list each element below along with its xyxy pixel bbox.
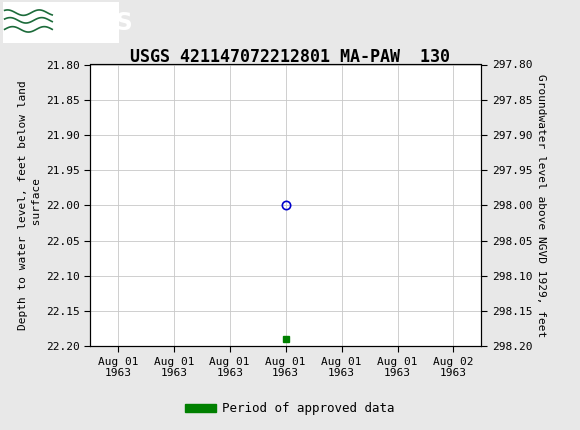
- Text: USGS 421147072212801 MA-PAW  130: USGS 421147072212801 MA-PAW 130: [130, 48, 450, 66]
- Text: USGS: USGS: [61, 11, 133, 34]
- Bar: [3, 2, 119, 43]
- Y-axis label: Groundwater level above NGVD 1929, feet: Groundwater level above NGVD 1929, feet: [536, 74, 546, 337]
- Y-axis label: Depth to water level, feet below land
 surface: Depth to water level, feet below land su…: [19, 80, 42, 330]
- Legend: Period of approved data: Period of approved data: [180, 397, 400, 420]
